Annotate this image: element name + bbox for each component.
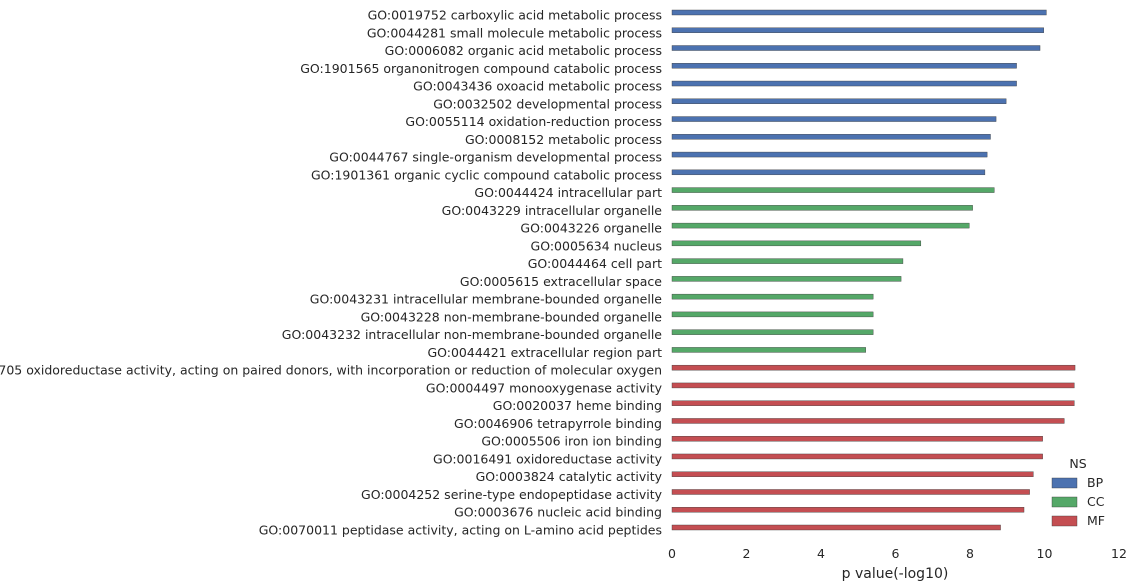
bar-mf [671,382,1075,389]
bar-cc [671,293,874,300]
category-label: GO:0004252 serine-type endopeptidase act… [361,487,663,502]
bar-cc [671,258,904,264]
bar-cc [671,276,902,282]
x-tick-label: 12 [1111,546,1127,561]
x-tick-label: 4 [817,546,825,561]
bar-mf [671,418,1065,424]
x-tick-label: 0 [668,546,676,561]
legend-label-bp: BP [1087,475,1104,490]
x-tick-label: 8 [966,546,974,561]
bar-bp [671,98,1007,104]
bar-cc [671,240,922,247]
category-label: GO:0006082 organic acid metabolic proces… [385,43,662,58]
bar-cc [671,347,866,353]
category-label: GO:0005615 extracellular space [460,274,662,289]
category-labels: GO:0019752 carboxylic acid metabolic pro… [0,8,663,538]
bar-mf [671,400,1075,406]
legend-title: NS [1069,456,1086,471]
x-axis: p value(-log10) 0 2 4 6 8 10 12 [668,546,1127,582]
legend-swatch-mf [1051,515,1078,527]
bar-mf [671,364,1076,371]
category-label: GO:0070011 peptidase activity, acting on… [259,523,662,538]
bar-bp [671,80,1017,87]
category-label: GO:0044464 cell part [528,256,662,271]
x-tick-label: 6 [892,546,900,561]
category-label: GO:0044424 intracellular part [474,185,662,200]
legend-swatch-cc [1051,496,1078,508]
category-label: GO:0043436 oxoacid metabolic process [413,79,662,94]
category-label: GO:0043228 non-membrane-bounded organell… [361,309,663,324]
legend-label-cc: CC [1087,494,1105,509]
bar-bp [671,151,988,158]
bar-mf [671,453,1043,460]
category-label: GO:0043231 intracellular membrane-bounde… [310,292,663,307]
bar-bp [671,134,991,140]
category-label: GO:0019752 carboxylic acid metabolic pro… [368,8,662,23]
bar-bp [671,63,1017,69]
category-label: GO:0016705 oxidoreductase activity, acti… [0,363,662,378]
category-label: GO:0016491 oxidoreductase activity [433,451,663,466]
bar-mf [671,524,1001,531]
bar-bp [671,9,1047,16]
bar-cc [671,311,874,318]
category-label: GO:0044421 extracellular region part [427,345,662,360]
bar-bp [671,45,1041,51]
x-tick-label: 10 [1037,546,1053,561]
category-label: GO:0043229 intracellular organelle [442,203,663,218]
legend-swatch-bp [1051,477,1078,489]
category-label: GO:1901565 organonitrogen compound catab… [300,61,662,76]
category-label: GO:0043232 intracellular non-membrane-bo… [282,327,663,342]
bar-cc [671,329,874,335]
category-label: GO:0005634 nucleus [531,238,662,253]
x-axis-title: p value(-log10) [842,566,949,582]
bar-cc [671,205,973,211]
category-label: GO:1901361 organic cyclic compound catab… [311,167,662,182]
legend-label-mf: MF [1087,513,1105,528]
x-tick-label: 2 [743,546,751,561]
bar-mf [671,471,1034,477]
category-label: GO:0003824 catalytic activity [476,469,663,484]
category-label: GO:0046906 tetrapyrrole binding [454,416,662,431]
bar-bp [671,27,1044,33]
category-label: GO:0055114 oxidation-reduction process [405,114,662,129]
category-label: GO:0008152 metabolic process [465,132,662,147]
bars [671,9,1076,531]
bar-bp [671,169,986,176]
bar-mf [671,436,1043,442]
bar-mf [671,489,1030,495]
category-label: GO:0004497 monooxygenase activity [426,380,663,395]
category-label: GO:0043226 organelle [520,221,662,236]
category-label: GO:0005506 iron ion binding [481,434,662,449]
bar-cc [671,187,995,193]
bar-bp [671,116,997,122]
bar-mf [671,507,1025,513]
legend: NS BP CC MF [1051,456,1105,528]
category-label: GO:0044767 single-organism developmental… [329,150,662,165]
category-label: GO:0020037 heme binding [493,398,662,413]
category-label: GO:0044281 small molecule metabolic proc… [367,25,662,40]
category-label: GO:0003676 nucleic acid binding [454,505,662,520]
category-label: GO:0032502 developmental process [433,96,662,111]
bar-cc [671,222,970,229]
